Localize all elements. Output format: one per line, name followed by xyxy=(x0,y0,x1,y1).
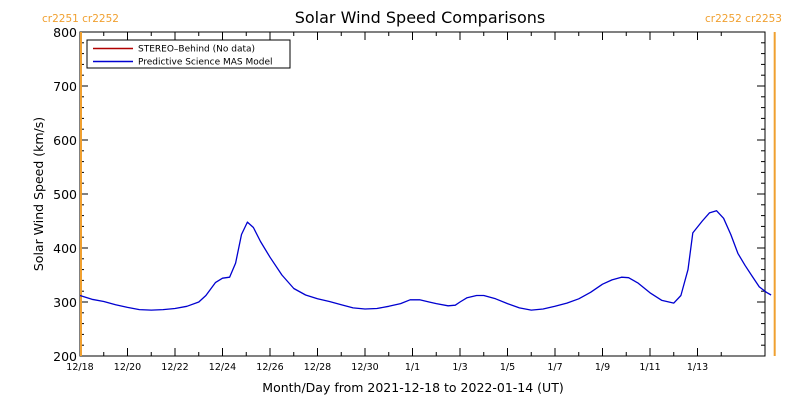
carrington-label-right: cr2252 cr2253 xyxy=(705,13,782,25)
y-tick-label: 600 xyxy=(53,133,77,148)
y-axis: 200 300 400 500 600 700 800 xyxy=(53,25,765,364)
carrington-label-left: cr2251 cr2252 xyxy=(42,13,119,25)
x-tick-label: 12/22 xyxy=(161,362,188,373)
legend: STEREO–Behind (No data) Predictive Scien… xyxy=(86,39,291,69)
x-tick-label: 1/13 xyxy=(687,362,708,373)
x-tick-label: 12/28 xyxy=(304,362,331,373)
y-tick-label: 200 xyxy=(53,349,77,364)
series-line-1 xyxy=(79,210,772,311)
y-tick-label: 700 xyxy=(53,79,77,94)
y-tick-label: 300 xyxy=(53,295,77,310)
x-tick-label: 12/18 xyxy=(66,362,93,373)
x-axis-label: Month/Day from 2021-12-18 to 2022-01-14 … xyxy=(262,380,563,395)
x-tick-label: 1/7 xyxy=(547,362,562,373)
y-tick-label: 500 xyxy=(53,187,77,202)
carrington-markers xyxy=(80,32,776,356)
x-tick-label: 1/3 xyxy=(452,362,467,373)
x-tick-label: 12/30 xyxy=(351,362,378,373)
x-tick-label: 12/26 xyxy=(256,362,283,373)
y-tick-label: 800 xyxy=(53,25,77,40)
x-tick-label: 12/20 xyxy=(114,362,141,373)
legend-box xyxy=(86,39,291,69)
x-tick-label: 1/5 xyxy=(500,362,515,373)
x-axis: 12/18 12/20 12/22 12/24 12/26 12/28 12/30 1/1 1/… xyxy=(66,32,722,373)
x-tick-label: 12/24 xyxy=(209,362,236,373)
legend-label-stereo: STEREO–Behind (No data) xyxy=(138,45,255,55)
chart-title: Solar Wind Speed Comparisons xyxy=(295,8,546,27)
legend-label-mas: Predictive Science MAS Model xyxy=(138,58,273,68)
x-tick-label: 1/11 xyxy=(639,362,660,373)
x-tick-label: 1/9 xyxy=(595,362,610,373)
x-tick-label: 1/1 xyxy=(405,362,420,373)
y-axis-label: Solar Wind Speed (km/s) xyxy=(31,117,46,271)
y-tick-label: 400 xyxy=(53,241,77,256)
series-lines xyxy=(79,210,772,311)
